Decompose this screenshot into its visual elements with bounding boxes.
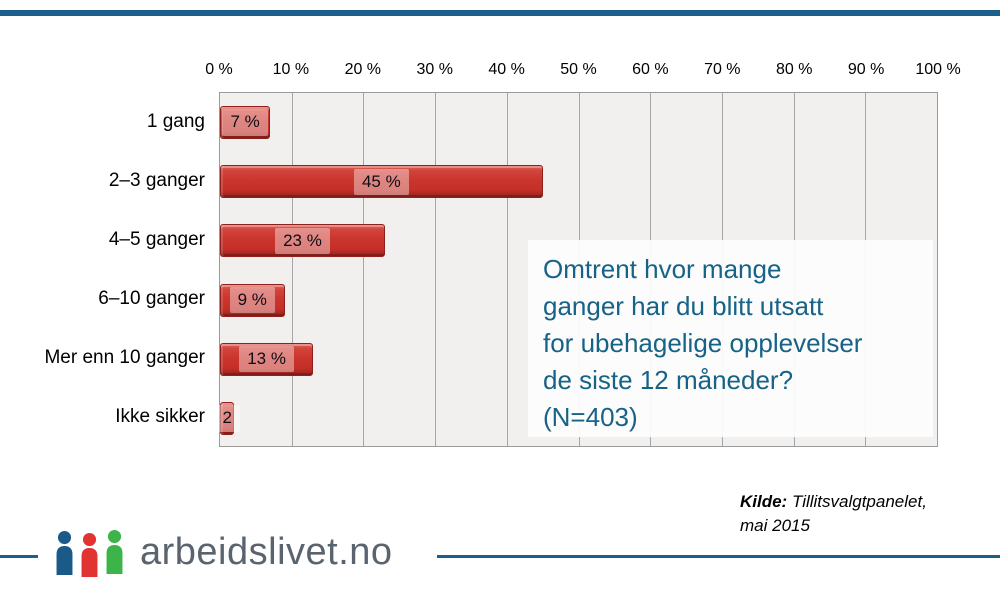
- bar-value-label: 45 %: [353, 168, 409, 195]
- x-tick-label: 40 %: [488, 61, 525, 78]
- x-tick-label: 50 %: [560, 61, 597, 78]
- person-icon-red: [81, 532, 98, 577]
- source-label: Kilde:: [740, 492, 788, 511]
- category-label: Ikke sikker: [115, 406, 205, 428]
- x-tick-label: 30 %: [416, 61, 453, 78]
- category-label: 2–3 ganger: [108, 169, 205, 191]
- x-tick-label: 80 %: [775, 61, 813, 78]
- x-tick-label: 90 %: [847, 61, 885, 78]
- bar-value-label: 13 %: [239, 346, 294, 373]
- bar: 13 %: [220, 342, 314, 376]
- x-tick-label: 0 %: [205, 61, 233, 78]
- brand-wordmark: arbeidslivet.no: [140, 531, 393, 573]
- bar: 23 %: [220, 224, 385, 258]
- footer-rule-left: [0, 555, 38, 558]
- source-note: Kilde: Tillitsvalgtpanelet, mai 2015: [740, 490, 970, 538]
- bar-value-label: 2: [214, 405, 240, 432]
- bar: 9 %: [220, 283, 285, 317]
- question-text-box: Omtrent hvor mange ganger har du blitt u…: [528, 240, 933, 437]
- bar-value-label: 23 %: [275, 227, 330, 255]
- source-date: mai 2015: [740, 516, 810, 535]
- gridline: [363, 93, 365, 446]
- category-label: 6–10 ganger: [98, 288, 205, 310]
- logo-people-icons: [53, 529, 126, 577]
- bar-value-label: 7 %: [222, 109, 268, 136]
- x-tick-label: 20 %: [344, 61, 382, 78]
- x-axis-ticks: 0 % 10 % 20 % 30 % 40 % 50 % 60 % 70 % 80 % 90 % 1…: [205, 61, 960, 81]
- bar-value-label: 9 %: [229, 286, 275, 314]
- x-tick-label: 100 %: [915, 61, 961, 78]
- footer-rule-right: [437, 555, 1000, 558]
- top-accent-rule: [0, 10, 1000, 16]
- category-labels: 1 gang 2–3 ganger 4–5 ganger 6–10 ganger Mer…: [0, 92, 205, 447]
- gridline: [506, 93, 508, 446]
- person-icon-blue: [56, 530, 73, 575]
- x-tick-label: 60 %: [632, 61, 669, 78]
- bar: 2: [214, 401, 240, 435]
- arbeidslivet-logo: arbeidslivet.no: [53, 527, 393, 577]
- source-text: Tillitsvalgtpanelet,: [787, 492, 927, 511]
- bar: 7 %: [220, 106, 271, 140]
- person-icon-green: [106, 529, 123, 574]
- question-text: Omtrent hvor mange ganger har du blitt u…: [543, 254, 863, 432]
- x-tick-label: 10 %: [272, 61, 310, 78]
- gridline: [291, 93, 293, 446]
- category-label: Mer enn 10 ganger: [44, 347, 205, 369]
- bar: 45 %: [220, 165, 543, 199]
- category-label: 4–5 ganger: [108, 228, 205, 250]
- x-tick-label: 70 %: [704, 61, 741, 78]
- gridline: [435, 93, 437, 446]
- category-label: 1 gang: [146, 110, 205, 132]
